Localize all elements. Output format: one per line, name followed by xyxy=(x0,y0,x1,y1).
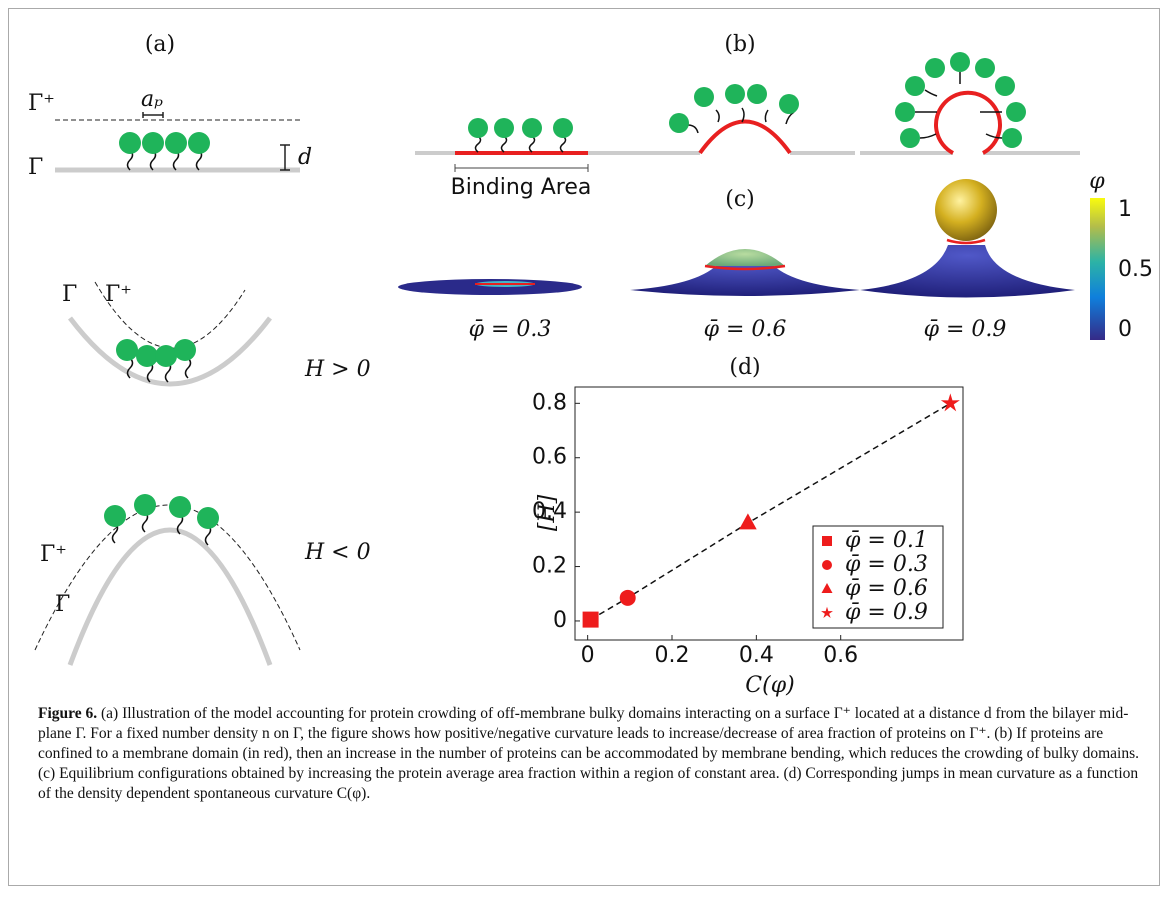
panel-a: (a) aₚ Γ⁺ Γ d Γ Γ⁺ H > 0 Γ⁺ Γ H < 0 xyxy=(28,32,371,665)
binding-domain xyxy=(700,122,790,154)
proteins xyxy=(104,494,219,529)
legend-marker xyxy=(822,560,832,570)
colorbar-tick: 0 xyxy=(1118,317,1132,342)
y-tick-label: 0.6 xyxy=(532,445,567,470)
legend-marker xyxy=(822,536,832,546)
marker xyxy=(941,393,960,411)
distance-bracket xyxy=(280,145,290,170)
caption: Figure 6. (a) Illustration of the model … xyxy=(38,704,1143,804)
spacing-label: aₚ xyxy=(141,87,163,112)
surface-label: Γ xyxy=(55,592,70,617)
x-tick-label: 0 xyxy=(581,643,595,668)
linkers xyxy=(915,72,1002,138)
proteins xyxy=(895,52,1026,148)
y-tick-label: 0.4 xyxy=(532,499,567,524)
caption-label: Figure 6. xyxy=(38,705,97,722)
membrane-shape xyxy=(860,245,1075,298)
config-label: φ̄ = 0.6 xyxy=(704,317,787,342)
distance-label: d xyxy=(298,145,312,170)
y-tick-label: 0 xyxy=(553,608,567,633)
dashed-surface xyxy=(35,505,300,650)
colorbar-title: φ xyxy=(1089,169,1105,194)
panel-label: (c) xyxy=(725,187,755,212)
proteins xyxy=(468,118,573,138)
binding-area-label: Binding Area xyxy=(451,175,592,200)
marker xyxy=(620,590,636,606)
surface-label: Γ⁺ xyxy=(28,91,55,116)
spacing-bracket xyxy=(143,112,163,118)
binding-domain xyxy=(936,93,1000,153)
curvature-label: H > 0 xyxy=(304,357,371,382)
caption-text: (a) Illustration of the model accounting… xyxy=(38,705,1139,802)
membrane-shape xyxy=(398,279,582,295)
x-tick-label: 0.4 xyxy=(739,643,774,668)
curvature-label: H < 0 xyxy=(304,540,371,565)
binding-bracket xyxy=(455,164,588,172)
proteins xyxy=(119,132,210,154)
figure: (a) aₚ Γ⁺ Γ d Γ Γ⁺ H > 0 Γ⁺ Γ H < 0 (b) … xyxy=(0,0,1171,700)
protein-region xyxy=(705,249,785,266)
surface-label: Γ xyxy=(28,155,43,180)
panel-label: (a) xyxy=(145,32,175,57)
surface-label: Γ⁺ xyxy=(105,282,132,307)
colorbar-tick: 0.5 xyxy=(1118,257,1153,282)
panel-label: (b) xyxy=(724,32,755,57)
x-tick-label: 0.6 xyxy=(823,643,858,668)
proteins xyxy=(116,339,196,367)
chart-title: (d) xyxy=(729,355,760,380)
config-label: φ̄ = 0.9 xyxy=(924,317,1007,342)
membrane xyxy=(70,530,270,665)
protein-region xyxy=(935,179,997,241)
legend-label: φ̄ = 0.9 xyxy=(845,600,928,625)
x-axis-label: C(φ) xyxy=(745,673,794,698)
x-tick-label: 0.2 xyxy=(655,643,690,668)
panel-b: (b) Binding Area xyxy=(415,32,1080,200)
y-tick-label: 0.2 xyxy=(532,554,567,579)
colorbar xyxy=(1090,198,1105,340)
proteins xyxy=(669,84,799,133)
linkers xyxy=(476,136,566,152)
legend-label: φ̄ = 0.6 xyxy=(845,576,928,601)
legend-label: φ̄ = 0.1 xyxy=(845,528,928,553)
marker xyxy=(583,612,599,628)
marker xyxy=(739,513,757,529)
surface-label: Γ⁺ xyxy=(40,542,67,567)
config-label: φ̄ = 0.3 xyxy=(469,317,552,342)
legend-label: φ̄ = 0.3 xyxy=(845,552,928,577)
colorbar-tick: 1 xyxy=(1118,197,1132,222)
y-tick-label: 0.8 xyxy=(532,390,567,415)
linkers xyxy=(128,150,202,170)
surface-label: Γ xyxy=(62,282,77,307)
